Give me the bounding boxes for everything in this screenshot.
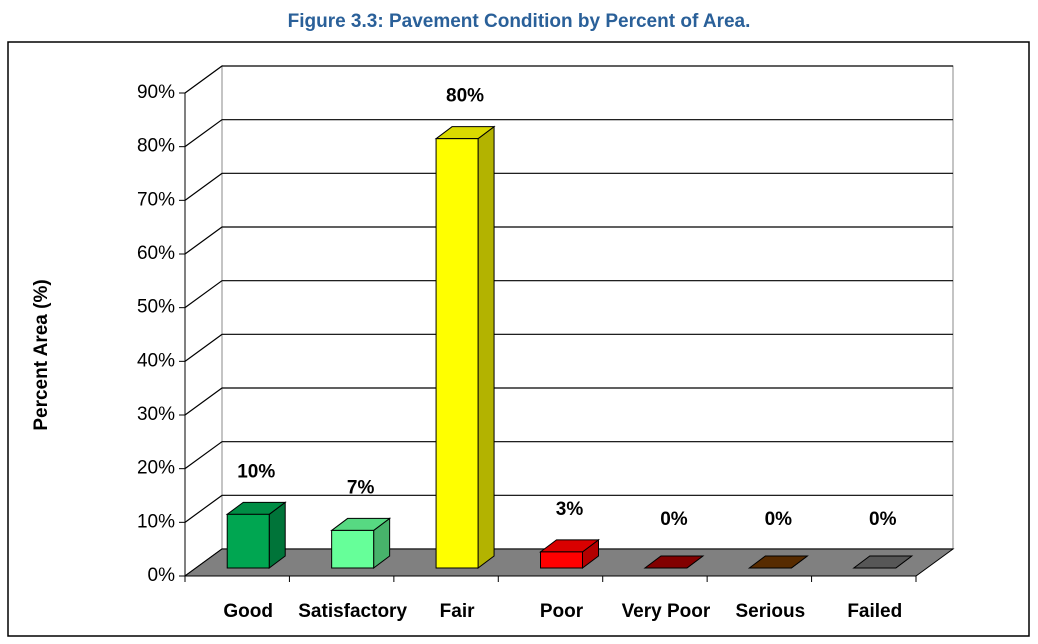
y-tick-label: 70% bbox=[137, 189, 175, 210]
y-tick-label: 50% bbox=[137, 297, 175, 318]
grid-line bbox=[184, 65, 953, 94]
chart-title: Figure 3.3: Pavement Condition by Percen… bbox=[288, 11, 751, 32]
y-tick-label: 60% bbox=[137, 243, 175, 264]
value-label: 7% bbox=[347, 477, 375, 498]
x-tick-label: Poor bbox=[540, 601, 584, 622]
bar-top bbox=[852, 555, 914, 569]
grid-line bbox=[184, 172, 953, 201]
bar-top bbox=[747, 555, 809, 569]
x-tick-label: Serious bbox=[736, 601, 806, 622]
y-tick-label: 90% bbox=[137, 82, 175, 103]
grid-line bbox=[184, 226, 953, 255]
grid-line bbox=[184, 494, 953, 523]
grid-line bbox=[184, 280, 953, 309]
x-tick-label: Good bbox=[223, 601, 273, 622]
back-wall bbox=[221, 65, 954, 550]
value-label: 0% bbox=[765, 509, 793, 530]
x-tick-label: Satisfactory bbox=[298, 601, 407, 622]
x-tick-label: Very Poor bbox=[622, 601, 711, 622]
y-tick-label: 40% bbox=[137, 350, 175, 371]
grid-line bbox=[184, 119, 953, 148]
value-label: 10% bbox=[237, 461, 275, 482]
y-tick-label: 30% bbox=[137, 404, 175, 425]
y-axis-title: Percent Area (%) bbox=[31, 279, 52, 430]
x-tick-label: Fair bbox=[440, 601, 475, 622]
value-label: 0% bbox=[869, 509, 897, 530]
grid-line bbox=[184, 441, 953, 470]
value-label: 0% bbox=[660, 509, 688, 530]
bar bbox=[435, 138, 479, 569]
bar bbox=[540, 551, 583, 569]
grid-line bbox=[184, 387, 953, 416]
value-label: 3% bbox=[556, 499, 584, 520]
bar bbox=[226, 513, 270, 569]
bar bbox=[331, 529, 375, 569]
y-tick-label: 80% bbox=[137, 136, 175, 157]
bar-top bbox=[643, 555, 705, 569]
y-tick-label: 20% bbox=[137, 458, 175, 479]
chart-frame bbox=[7, 41, 1030, 637]
value-label: 80% bbox=[446, 86, 484, 107]
y-tick-label: 0% bbox=[148, 565, 176, 586]
bar-side bbox=[477, 125, 495, 569]
y-tick-label: 10% bbox=[137, 511, 175, 532]
grid-line bbox=[184, 333, 953, 362]
x-tick-label: Failed bbox=[847, 601, 902, 622]
